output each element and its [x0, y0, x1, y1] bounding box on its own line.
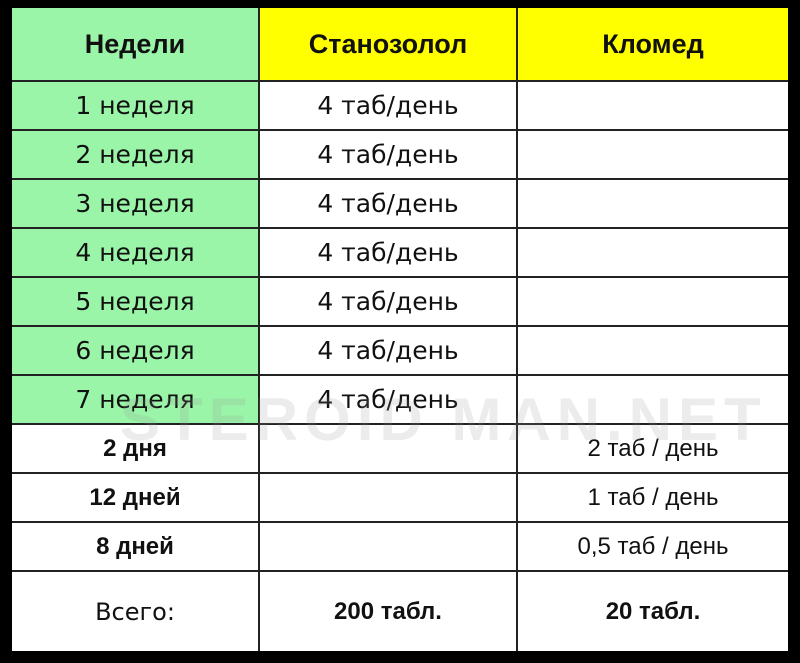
stanozolol-cell [260, 474, 518, 523]
row-label: 4 неделя [12, 229, 260, 278]
row-label: 2 дня [12, 425, 260, 474]
total-label: Всего: [12, 572, 260, 651]
stanozolol-cell: 4 таб/день [260, 229, 518, 278]
total-klomed: 20 табл. [605, 597, 701, 625]
stanozolol-cell [260, 523, 518, 572]
klomed-cell [518, 327, 788, 376]
klomed-cell: 2 таб / день [518, 425, 788, 474]
stanozolol-cell: 4 таб/день [260, 131, 518, 180]
row-label: 1 неделя [12, 82, 260, 131]
total-stanozolol: 200 табл. [260, 572, 518, 651]
klomed-cell [518, 82, 788, 131]
row-label: 2 неделя [12, 131, 260, 180]
row-label: 12 дней [12, 474, 260, 523]
klomed-cell [518, 180, 788, 229]
klomed-cell [518, 278, 788, 327]
header-stanozolol: Станозолол [260, 8, 518, 82]
klomed-cell [518, 376, 788, 425]
klomed-cell [518, 229, 788, 278]
row-label: 8 дней [12, 523, 260, 572]
klomed-cell [518, 131, 788, 180]
row-label: 5 неделя [12, 278, 260, 327]
stanozolol-cell: 4 таб/день [260, 82, 518, 131]
stanozolol-cell [260, 425, 518, 474]
stanozolol-cell: 4 таб/день [260, 376, 518, 425]
stanozolol-cell: 4 таб/день [260, 278, 518, 327]
klomed-cell: 1 таб / день [518, 474, 788, 523]
stanozolol-cell: 4 таб/день [260, 180, 518, 229]
dosage-table: Недели Станозолол Кломед 1 неделя 4 таб/… [12, 8, 788, 651]
klomed-cell: 0,5 таб / день [518, 523, 788, 572]
row-label: 3 неделя [12, 180, 260, 229]
header-klomed: Кломед [518, 8, 788, 82]
stanozolol-cell: 4 таб/день [260, 327, 518, 376]
row-label: 6 неделя [12, 327, 260, 376]
header-weeks: Недели [12, 8, 260, 82]
row-label: 7 неделя [12, 376, 260, 425]
